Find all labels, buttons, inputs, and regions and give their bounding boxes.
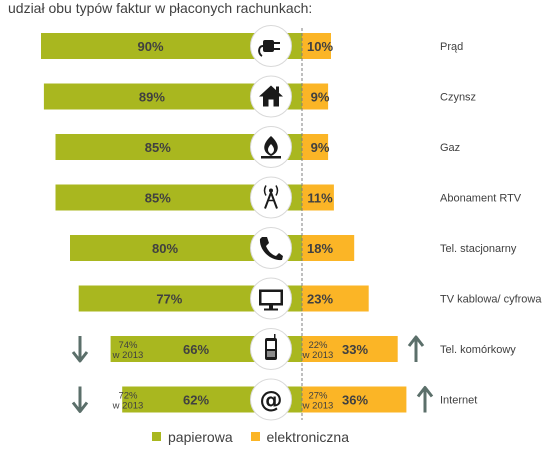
paper-value-label: 90% — [137, 39, 163, 54]
electronic-value-label: 33% — [342, 342, 368, 357]
legend: papierowa elektroniczna — [152, 428, 363, 445]
paper-value-label: 89% — [139, 90, 165, 105]
at-sign-glyph: @ — [260, 388, 283, 414]
mobile-phone-icon — [250, 328, 292, 370]
legend-label-electronic: elektroniczna — [266, 428, 350, 445]
paper-previous-year: w 2013 — [112, 350, 144, 361]
electronic-value-label: 11% — [307, 191, 333, 206]
paper-value-label: 80% — [152, 241, 178, 256]
electronic-bar — [302, 33, 331, 59]
electronic-value-label: 36% — [342, 393, 368, 408]
legend-item-electronic: elektroniczna — [250, 428, 350, 445]
electronic-bar — [302, 134, 329, 160]
plug-icon — [250, 25, 292, 67]
electronic-value-label: 23% — [307, 292, 333, 307]
chart-row: 80% 18% Tel. stacjonarny — [70, 227, 517, 269]
electronic-bar — [302, 235, 355, 261]
electronic-bar — [302, 386, 407, 413]
category-label: Gaz — [440, 142, 460, 154]
legend-label-paper: papierowa — [168, 428, 233, 445]
electronic-value-label: 18% — [307, 241, 333, 256]
category-label: Czynsz — [440, 92, 476, 104]
paper-value-label: 77% — [156, 292, 182, 307]
chart-title: udział obu typów faktur w płaconych rach… — [8, 0, 313, 16]
trend-up-arrow — [416, 386, 434, 413]
electronic-bar — [302, 336, 398, 362]
trend-down-arrow — [71, 386, 89, 413]
category-label: Tel. stacjonarny — [440, 243, 517, 255]
chart-row: 89% 9% Czynsz — [43, 75, 476, 118]
electronic-bar — [302, 184, 334, 211]
paper-previous-year: w 2013 — [112, 401, 144, 412]
chart-row: 85% 9% Gaz — [55, 126, 460, 168]
legend-item-paper: papierowa — [152, 429, 233, 445]
monitor-icon — [250, 277, 292, 320]
paper-previous-value: 72% — [118, 391, 138, 402]
paper-value-label: 62% — [183, 393, 209, 408]
at-sign-icon: @ — [250, 378, 292, 421]
chart-row: 85% 11% Abonament RTV — [55, 176, 522, 219]
electronic-bar — [302, 285, 369, 312]
paper-value-label: 85% — [145, 140, 171, 155]
trend-down-arrow — [71, 336, 89, 363]
house-icon — [250, 75, 292, 118]
paper-previous-value: 74% — [118, 340, 138, 351]
category-label: Abonament RTV — [440, 193, 522, 205]
electronic-value-label: 9% — [311, 140, 330, 155]
electronic-previous-year: w 2013 — [302, 401, 334, 412]
legend-swatch-paper — [152, 432, 161, 441]
category-label: TV kablowa/ cyfrowa — [440, 294, 542, 306]
trend-up-arrow — [407, 335, 425, 362]
antenna-icon — [250, 176, 292, 219]
phone-icon — [250, 227, 292, 269]
bar-chart: 90% 10% Prąd 89% 9% Czynsz 85% 9% Gaz 85% 11% Abona… — [41, 25, 542, 421]
paper-value-label: 85% — [145, 191, 171, 206]
electronic-value-label: 9% — [311, 90, 330, 105]
electronic-bar — [302, 83, 329, 110]
electronic-previous-value: 22% — [308, 340, 328, 351]
electronic-previous-year: w 2013 — [302, 350, 334, 361]
chart-row: 90% 10% Prąd — [41, 25, 463, 67]
electronic-previous-value: 27% — [308, 391, 328, 402]
electronic-value-label: 10% — [307, 39, 333, 54]
chart-row: 77% 23% TV kablowa/ cyfrowa — [78, 277, 542, 320]
legend-swatch-electronic — [250, 432, 260, 441]
category-label: Prąd — [440, 41, 463, 53]
category-label: Tel. komórkowy — [440, 344, 516, 356]
category-label: Internet — [440, 395, 477, 407]
paper-value-label: 66% — [183, 342, 209, 357]
flame-icon — [250, 126, 292, 168]
